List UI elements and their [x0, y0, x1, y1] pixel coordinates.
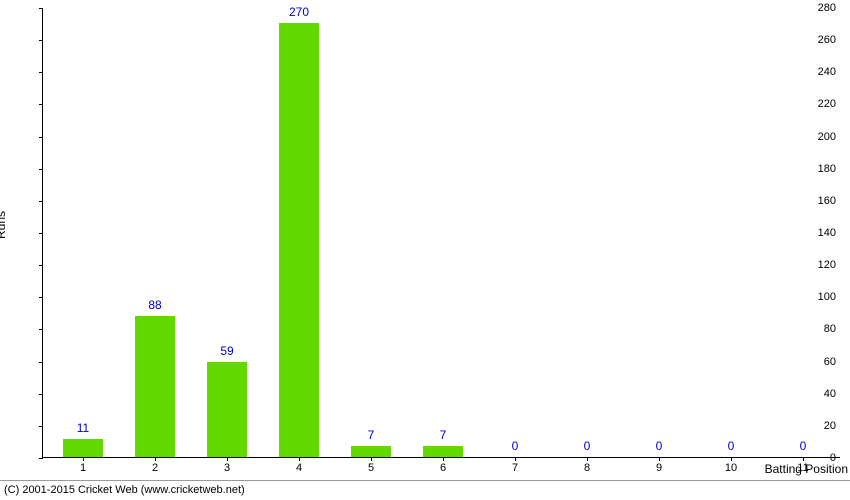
x-tick-label: 10	[725, 462, 737, 474]
x-axis-title: Batting Position	[765, 462, 848, 476]
y-tick-label: 60	[806, 356, 836, 368]
x-tick	[371, 457, 372, 461]
y-tick-label: 260	[806, 34, 836, 46]
bar-value-label: 270	[289, 5, 309, 19]
y-axis-title: Runs	[0, 211, 8, 239]
y-tick	[39, 458, 43, 459]
x-tick-label: 1	[80, 462, 86, 474]
bar-value-label: 59	[220, 344, 233, 358]
bar	[63, 439, 103, 457]
bar-value-label: 0	[656, 439, 663, 453]
bar	[207, 362, 247, 457]
y-tick	[39, 265, 43, 266]
x-tick-label: 8	[584, 462, 590, 474]
x-tick	[299, 457, 300, 461]
x-tick	[83, 457, 84, 461]
y-tick-label: 180	[806, 163, 836, 175]
y-tick	[39, 169, 43, 170]
y-tick-label: 160	[806, 195, 836, 207]
y-tick	[39, 426, 43, 427]
x-tick	[515, 457, 516, 461]
y-tick	[39, 362, 43, 363]
x-tick-label: 6	[440, 462, 446, 474]
bar-value-label: 7	[440, 428, 447, 442]
y-tick	[39, 394, 43, 395]
copyright-text: (C) 2001-2015 Cricket Web (www.cricketwe…	[0, 480, 850, 500]
x-tick	[659, 457, 660, 461]
y-tick	[39, 40, 43, 41]
y-tick	[39, 72, 43, 73]
bar	[279, 23, 319, 457]
y-tick	[39, 137, 43, 138]
bar-value-label: 0	[728, 439, 735, 453]
bar-value-label: 11	[77, 421, 89, 435]
bar	[135, 316, 175, 457]
bar-value-label: 0	[584, 439, 591, 453]
y-tick	[39, 8, 43, 9]
y-tick-label: 40	[806, 388, 836, 400]
y-tick	[39, 233, 43, 234]
bar-value-label: 0	[800, 439, 807, 453]
x-tick	[227, 457, 228, 461]
y-tick-label: 140	[806, 227, 836, 239]
y-tick-label: 20	[806, 420, 836, 432]
y-tick	[39, 104, 43, 105]
x-tick	[443, 457, 444, 461]
y-tick-label: 100	[806, 291, 836, 303]
y-tick-label: 280	[806, 2, 836, 14]
x-tick-label: 9	[656, 462, 662, 474]
bar-value-label: 88	[148, 298, 161, 312]
x-tick	[587, 457, 588, 461]
x-tick	[731, 457, 732, 461]
x-tick-label: 5	[368, 462, 374, 474]
y-tick-label: 220	[806, 98, 836, 110]
x-tick-label: 3	[224, 462, 230, 474]
x-tick-label: 4	[296, 462, 302, 474]
y-tick-label: 120	[806, 259, 836, 271]
plot-area: 0204060801001201401601802002202402602801…	[42, 8, 840, 458]
x-tick-label: 2	[152, 462, 158, 474]
bar-value-label: 0	[512, 439, 519, 453]
bar	[423, 446, 463, 457]
y-tick-label: 200	[806, 131, 836, 143]
x-tick	[803, 457, 804, 461]
bar	[351, 446, 391, 457]
y-tick	[39, 201, 43, 202]
y-tick	[39, 297, 43, 298]
y-tick	[39, 329, 43, 330]
y-tick-label: 240	[806, 66, 836, 78]
bar-value-label: 7	[368, 428, 375, 442]
x-tick-label: 7	[512, 462, 518, 474]
y-tick-label: 80	[806, 323, 836, 335]
chart-container: 0204060801001201401601802002202402602801…	[0, 0, 850, 478]
x-tick	[155, 457, 156, 461]
